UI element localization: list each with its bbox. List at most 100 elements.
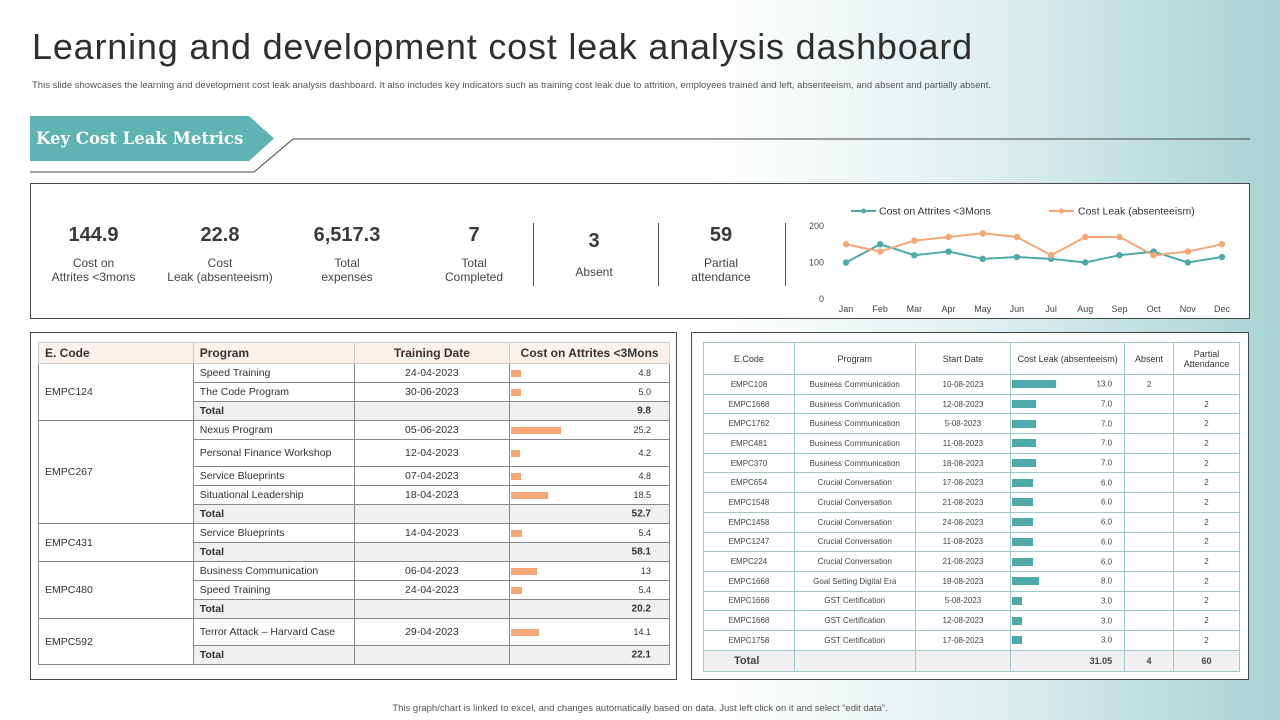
ecode-cell: EMPC1548 xyxy=(703,492,795,513)
partial-cell: 2 xyxy=(1173,551,1240,572)
date-cell: 11-08-2023 xyxy=(914,531,1012,553)
ecode-cell: EMPC592 xyxy=(38,618,194,665)
table-row: EMPC1247 Crucial Conversation 11-08-2023 6.… xyxy=(703,531,1240,553)
chart-legend: Cost on Attrites <3Mons Cost Leak (absen… xyxy=(851,206,1195,218)
program-cell: Terror Attack – Harvard Case xyxy=(192,618,355,646)
partial-cell: 2 xyxy=(1173,629,1240,651)
cost-bar xyxy=(1012,498,1033,507)
date-cell: 18-08-2023 xyxy=(914,452,1012,474)
program-cell: Crucial Conversation xyxy=(793,472,916,494)
attrition-table-panel: E. Code Program Training Date Cost on At… xyxy=(30,332,677,680)
table-row: The Code Program 30-06-2023 5.0 xyxy=(39,382,670,402)
kpi-label: Total Completed xyxy=(444,256,504,284)
program-cell: Business Communication xyxy=(793,393,916,415)
cost-value: 4.2 xyxy=(638,448,651,458)
date-cell: 07-04-2023 xyxy=(353,466,511,486)
table-row: EMPC1668 GST Certification 12-08-2023 3.0 2 xyxy=(703,610,1240,631)
kpi-value: 144.9 xyxy=(68,224,119,246)
cost-bar xyxy=(511,449,520,457)
total-label: Total xyxy=(192,504,355,524)
table-row: Service Blueprints 07-04-2023 4.8 xyxy=(39,466,670,486)
kpi-cost-attrites: 144.9 Cost on Attrites <3mons xyxy=(41,224,146,284)
ecode-cell: EMPC1758 xyxy=(703,629,795,651)
cost-bar xyxy=(511,426,562,434)
ecode-cell: EMPC1668 xyxy=(703,570,795,592)
program-cell: GST Certification xyxy=(793,629,916,651)
date-cell: 30-06-2023 xyxy=(353,382,511,402)
partial-cell: 2 xyxy=(1173,413,1240,435)
col-header-absent: Absent xyxy=(1124,342,1175,375)
cost-cell: 5.4 xyxy=(509,580,670,600)
total-cell: 22.1 xyxy=(509,645,670,665)
ecode-cell: EMPC1247 xyxy=(703,531,795,553)
table-row: Personal Finance Workshop 12-04-2023 4.2 xyxy=(39,439,670,467)
table-row: EMPC431 Service Blueprints 14-04-2023 5.4 xyxy=(38,523,670,562)
program-cell: Service Blueprints xyxy=(192,523,355,543)
date-cell: 24-08-2023 xyxy=(914,511,1012,533)
cost-cell: 3.0 xyxy=(1010,610,1126,631)
cost-value: 7.0 xyxy=(1100,458,1113,468)
total-row: Total 58.1 xyxy=(39,542,670,562)
cost-bar xyxy=(1012,380,1057,389)
program-cell: Personal Finance Workshop xyxy=(192,439,355,467)
ecode-cell: EMPC108 xyxy=(703,374,795,395)
col-header-partial: Partial Attendance xyxy=(1173,342,1240,375)
date-cell: 5-08-2023 xyxy=(914,590,1012,612)
cost-cell: 4.2 xyxy=(509,439,670,467)
cost-value: 5.4 xyxy=(638,585,651,595)
date-cell: 18-04-2023 xyxy=(353,485,511,505)
total-value: 52.7 xyxy=(631,508,651,520)
legend-label-leak: Cost Leak (absenteeism) xyxy=(1078,206,1195,218)
data-point xyxy=(1082,233,1089,241)
table-row: EMPC108 Business Communication 10-08-2023 1… xyxy=(703,374,1240,395)
total-label: Total xyxy=(192,401,355,421)
data-point xyxy=(1150,252,1157,259)
cost-cell: 6.0 xyxy=(1010,531,1126,553)
legend-marker-attrites xyxy=(861,208,866,214)
kpi-partial-attendance: 59 Partial attendance xyxy=(671,224,771,284)
partial-cell: 2 xyxy=(1173,511,1240,533)
ecode-cell: EMPC481 xyxy=(703,433,795,454)
cost-cell: 18.5 xyxy=(509,485,670,505)
cost-cell: 14.1 xyxy=(509,618,670,646)
cost-cell: 25.2 xyxy=(509,420,670,440)
partial-cell: 2 xyxy=(1173,492,1240,513)
date-cell: 24-04-2023 xyxy=(353,580,511,600)
cost-bar xyxy=(1012,636,1023,645)
ecode-cell: EMPC1668 xyxy=(703,610,795,631)
data-point xyxy=(842,259,850,266)
ecode-cell: EMPC431 xyxy=(38,523,194,562)
table-row: EMPC1758 GST Certification 17-08-2023 3.0 2 xyxy=(703,629,1240,651)
cost-bar xyxy=(511,529,522,537)
kpi-total-completed: 7 Total Completed xyxy=(424,224,524,284)
cost-cell: 7.0 xyxy=(1010,393,1126,415)
absent-cell xyxy=(1124,472,1175,494)
kpi-absent: 3 Absent xyxy=(544,230,644,279)
partial-cell: 2 xyxy=(1173,531,1240,553)
table-row: EMPC1668 Goal Setting Digital Era 18-08-20… xyxy=(703,570,1240,592)
cost-value: 8.0 xyxy=(1100,576,1113,586)
data-point xyxy=(1047,252,1055,259)
data-point xyxy=(945,233,952,241)
kpi-separator xyxy=(658,223,659,286)
program-cell: The Code Program xyxy=(192,382,355,402)
y-tick-label: 0 xyxy=(819,294,824,304)
kpi-separator xyxy=(533,223,534,286)
total-row: Total 20.2 xyxy=(39,599,670,619)
total-label: Total xyxy=(192,645,355,665)
total-row: Total 52.7 xyxy=(39,504,670,524)
data-point xyxy=(876,241,884,248)
table-row: Speed Training 24-04-2023 5.4 xyxy=(39,580,670,600)
absent-cell xyxy=(1124,393,1175,415)
absent-cell xyxy=(1124,590,1175,612)
partial-cell: 2 xyxy=(1173,452,1240,474)
col-header-program: Program xyxy=(793,342,916,375)
col-header-cost-leak: Cost Leak (absenteeism) xyxy=(1010,342,1126,375)
data-point xyxy=(1218,241,1226,248)
cost-value: 6.0 xyxy=(1100,537,1113,547)
absent-cell xyxy=(1124,511,1175,533)
program-cell: GST Certification xyxy=(793,590,916,612)
cost-cell: 3.0 xyxy=(1010,629,1126,651)
cost-bar xyxy=(511,388,522,396)
table-row: EMPC1668 GST Certification 5-08-2023 3.0 2 xyxy=(703,590,1240,612)
